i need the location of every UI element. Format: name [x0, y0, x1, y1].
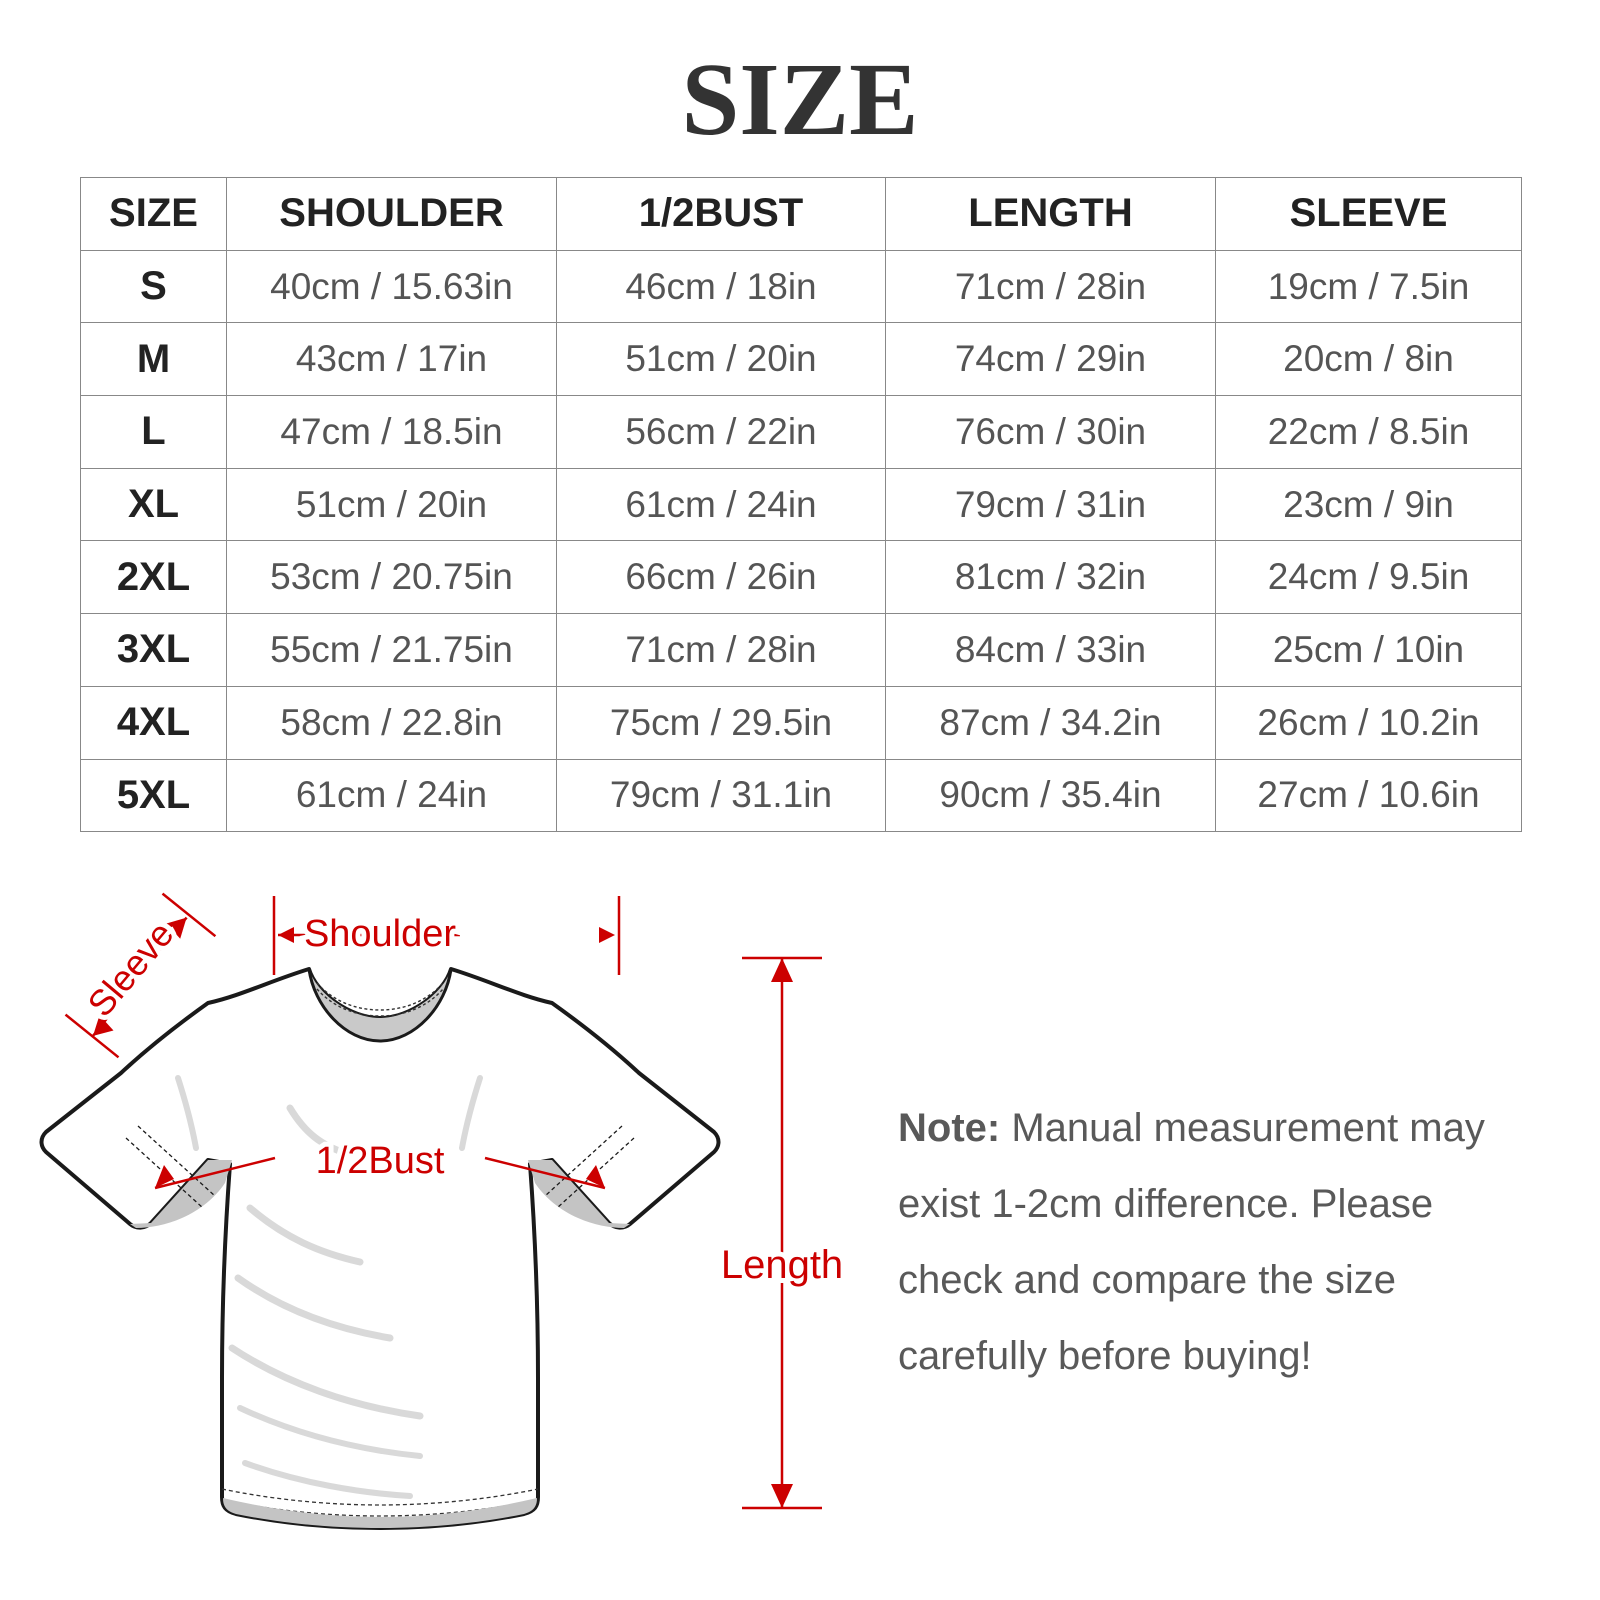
svg-text:Shoulder: Shoulder: [304, 913, 456, 955]
svg-text:1/2Bust: 1/2Bust: [316, 1140, 445, 1182]
svg-text:Length: Length: [721, 1243, 843, 1287]
svg-text:Sleeve: Sleeve: [79, 914, 181, 1025]
